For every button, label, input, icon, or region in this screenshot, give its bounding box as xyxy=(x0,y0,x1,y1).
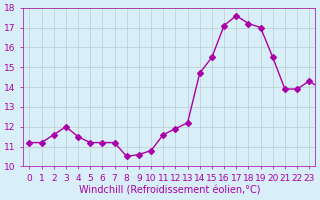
X-axis label: Windchill (Refroidissement éolien,°C): Windchill (Refroidissement éolien,°C) xyxy=(78,186,260,196)
